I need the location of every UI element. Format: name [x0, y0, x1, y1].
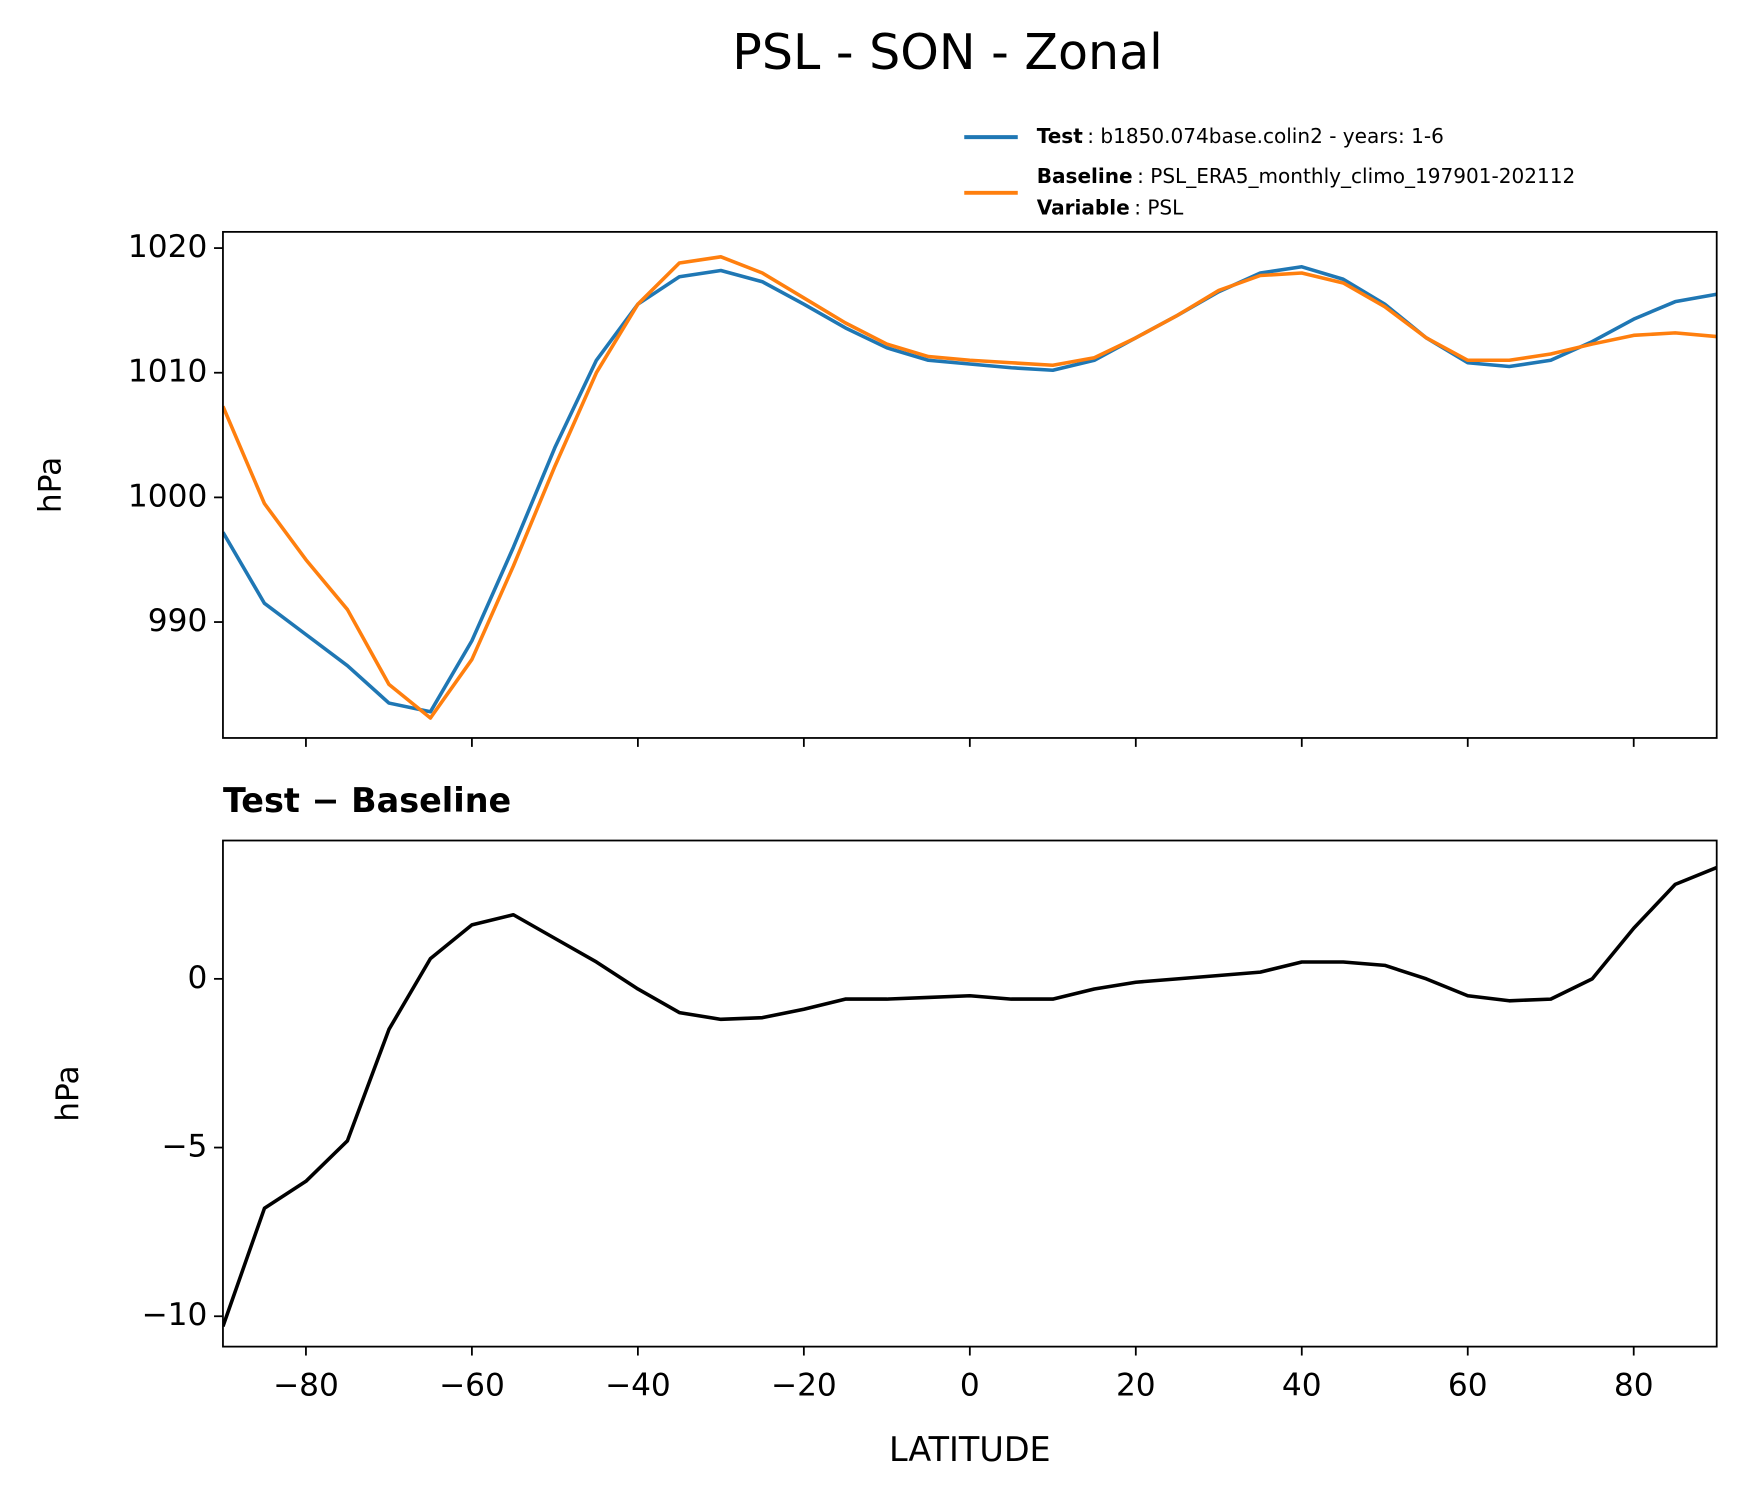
plot-area — [222, 255, 1717, 720]
y-tick-label: 1010 — [128, 354, 207, 390]
axes-frame — [222, 230, 1718, 739]
x-tick-label: −40 — [605, 1368, 671, 1404]
y-tick-label: −10 — [141, 1297, 207, 1333]
x-tick-label: 20 — [1116, 1368, 1156, 1404]
legend-key: Variable — [1037, 195, 1130, 219]
legend-entry: Test: b1850.074base.colin2 - years: 1-6 — [1037, 124, 1444, 148]
legend-entry: Baseline: PSL_ERA5_monthly_climo_197901-… — [1037, 164, 1576, 188]
axes-frame — [222, 839, 1718, 1348]
subplot-title: Test − Baseline — [223, 781, 511, 820]
legend-text: : b1850.074base.colin2 - years: 1-6 — [1087, 124, 1444, 148]
y-tick-label: 1020 — [128, 229, 207, 265]
figure-title: PSL - SON - Zonal — [732, 23, 1162, 81]
x-tick-label: −20 — [771, 1368, 837, 1404]
y-tick-label: 0 — [187, 960, 207, 996]
legend-key: Baseline — [1037, 164, 1133, 188]
legend-entry: Variable: PSL — [1037, 195, 1184, 219]
y-axis-label: hPa — [50, 1065, 86, 1121]
legend-text: : PSL_ERA5_monthly_climo_197901-202112 — [1137, 164, 1575, 188]
x-tick-label: 60 — [1448, 1368, 1488, 1404]
data-line — [222, 264, 1717, 714]
legend-key: Test — [1037, 124, 1084, 148]
y-tick-label: −5 — [161, 1129, 207, 1165]
x-tick-label: 80 — [1614, 1368, 1654, 1404]
data-line — [222, 865, 1717, 1327]
x-tick-label: −80 — [273, 1368, 339, 1404]
x-axis-label: LATITUDE — [889, 1430, 1051, 1469]
x-tick-label: 0 — [960, 1368, 980, 1404]
legend-text: : PSL — [1134, 195, 1184, 219]
x-tick-label: 40 — [1282, 1368, 1322, 1404]
y-tick-label: 990 — [148, 603, 208, 639]
y-axis-label: hPa — [32, 457, 68, 513]
y-tick-label: 1000 — [128, 478, 207, 514]
plot-area — [222, 865, 1717, 1327]
data-line — [222, 255, 1717, 720]
x-tick-label: −60 — [439, 1368, 505, 1404]
